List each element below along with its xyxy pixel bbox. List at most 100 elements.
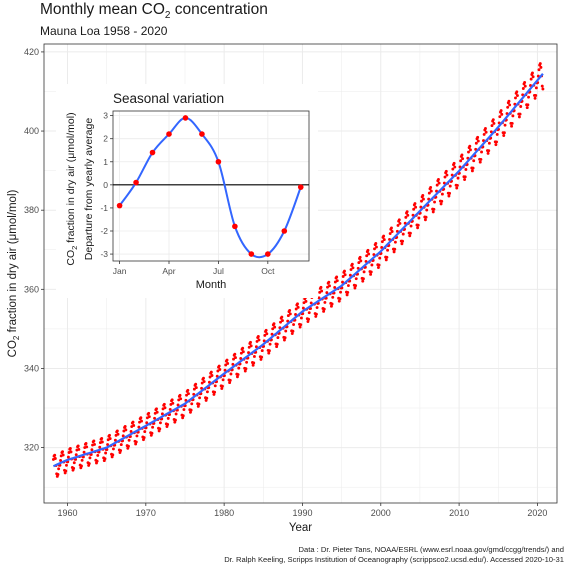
monthly-data-point bbox=[135, 434, 139, 438]
monthly-data-point bbox=[168, 407, 172, 411]
monthly-data-point bbox=[127, 438, 131, 442]
monthly-data-point bbox=[392, 250, 396, 254]
x-axis-title: Year bbox=[289, 522, 312, 534]
monthly-data-point bbox=[56, 473, 60, 476]
monthly-data-point bbox=[241, 350, 245, 354]
monthly-data-point bbox=[323, 300, 327, 304]
monthly-data-point bbox=[306, 320, 310, 323]
monthly-data-point bbox=[502, 131, 506, 135]
seasonal-data-point bbox=[215, 158, 222, 165]
monthly-data-point bbox=[503, 123, 507, 127]
monthly-data-point bbox=[445, 173, 449, 177]
monthly-data-point bbox=[53, 457, 57, 460]
monthly-data-point bbox=[288, 312, 292, 316]
monthly-data-point bbox=[432, 207, 436, 211]
monthly-data-point bbox=[166, 423, 170, 426]
monthly-data-point bbox=[507, 99, 511, 103]
monthly-data-point bbox=[416, 226, 420, 230]
seasonal-data-point bbox=[265, 251, 271, 257]
monthly-data-point bbox=[155, 410, 159, 414]
seasonal-data-point bbox=[297, 184, 304, 190]
monthly-data-point bbox=[61, 453, 65, 457]
monthly-data-point bbox=[444, 169, 448, 173]
monthly-data-point bbox=[178, 393, 182, 397]
monthly-data-point bbox=[534, 94, 538, 97]
y-axis-title-suffix: fraction in dry air (μmol/mol) bbox=[7, 190, 19, 336]
monthly-data-point bbox=[273, 325, 277, 329]
monthly-data-point bbox=[461, 157, 465, 161]
monthly-data-point bbox=[205, 390, 209, 394]
monthly-data-point bbox=[516, 94, 519, 97]
inset-x-tick-label: Apr bbox=[162, 266, 175, 276]
monthly-data-point bbox=[320, 289, 324, 293]
monthly-data-point bbox=[435, 183, 439, 187]
monthly-data-point bbox=[301, 306, 305, 310]
monthly-data-point bbox=[538, 62, 542, 66]
monthly-data-point bbox=[286, 319, 290, 323]
x-tick-label: 1960 bbox=[57, 508, 77, 518]
monthly-data-point bbox=[292, 323, 296, 326]
monthly-data-point bbox=[437, 177, 440, 181]
monthly-data-point bbox=[134, 440, 138, 444]
monthly-data-point bbox=[116, 432, 120, 436]
monthly-data-point bbox=[72, 466, 76, 470]
monthly-data-point bbox=[348, 273, 352, 277]
monthly-data-point bbox=[275, 342, 279, 346]
monthly-data-point bbox=[515, 90, 519, 94]
monthly-data-point bbox=[416, 223, 420, 227]
monthly-data-point bbox=[162, 402, 166, 406]
monthly-data-point bbox=[243, 369, 247, 373]
monthly-data-point bbox=[440, 199, 444, 203]
monthly-data-point bbox=[111, 453, 115, 457]
data-credit: Data : Dr. Pieter Tans, NOAA/ESRL (www.e… bbox=[224, 545, 564, 564]
monthly-data-point bbox=[204, 398, 208, 402]
monthly-data-point bbox=[350, 262, 354, 266]
chart-subtitle: Mauna Loa 1958 - 2020 bbox=[40, 24, 168, 38]
monthly-data-point bbox=[233, 352, 237, 356]
monthly-data-point bbox=[267, 351, 271, 355]
monthly-data-point bbox=[327, 280, 331, 284]
monthly-data-point bbox=[322, 307, 326, 311]
monthly-data-point bbox=[155, 407, 158, 411]
y-tick-label: 340 bbox=[24, 363, 39, 373]
monthly-data-point bbox=[176, 403, 180, 407]
monthly-data-point bbox=[322, 309, 326, 313]
monthly-data-point bbox=[385, 255, 389, 259]
monthly-data-point bbox=[142, 436, 146, 440]
monthly-data-point bbox=[268, 342, 272, 346]
monthly-data-point bbox=[276, 336, 280, 340]
monthly-data-point bbox=[80, 464, 83, 468]
monthly-data-point bbox=[500, 112, 504, 116]
x-tick-label: 2000 bbox=[371, 508, 391, 518]
monthly-data-point bbox=[139, 416, 143, 420]
monthly-data-point bbox=[397, 218, 401, 222]
monthly-data-point bbox=[220, 386, 224, 390]
monthly-data-point bbox=[92, 439, 96, 443]
inset-y-title-prefix: CO bbox=[65, 250, 77, 266]
monthly-data-point bbox=[166, 416, 170, 420]
monthly-data-point bbox=[113, 438, 117, 442]
monthly-data-point bbox=[132, 424, 136, 427]
monthly-data-point bbox=[451, 167, 455, 171]
monthly-data-point bbox=[171, 401, 175, 405]
monthly-data-point bbox=[384, 258, 388, 262]
monthly-data-point bbox=[82, 450, 86, 454]
y-axis-title-subscript: 2 bbox=[12, 335, 21, 340]
monthly-data-point bbox=[396, 223, 400, 227]
monthly-data-point bbox=[356, 266, 360, 270]
monthly-data-point bbox=[174, 418, 177, 422]
y-tick-label: 320 bbox=[24, 443, 39, 453]
seasonal-data-point bbox=[149, 149, 156, 156]
y-tick-label: 420 bbox=[24, 47, 39, 57]
monthly-data-point bbox=[372, 253, 376, 256]
monthly-data-point bbox=[121, 434, 125, 438]
monthly-data-point bbox=[353, 286, 357, 290]
monthly-data-point bbox=[208, 375, 212, 379]
monthly-data-point bbox=[367, 252, 371, 256]
monthly-data-point bbox=[518, 112, 522, 116]
monthly-data-point bbox=[517, 115, 521, 119]
monthly-data-point bbox=[345, 293, 349, 297]
monthly-data-point bbox=[123, 425, 127, 428]
monthly-data-point bbox=[331, 295, 335, 299]
